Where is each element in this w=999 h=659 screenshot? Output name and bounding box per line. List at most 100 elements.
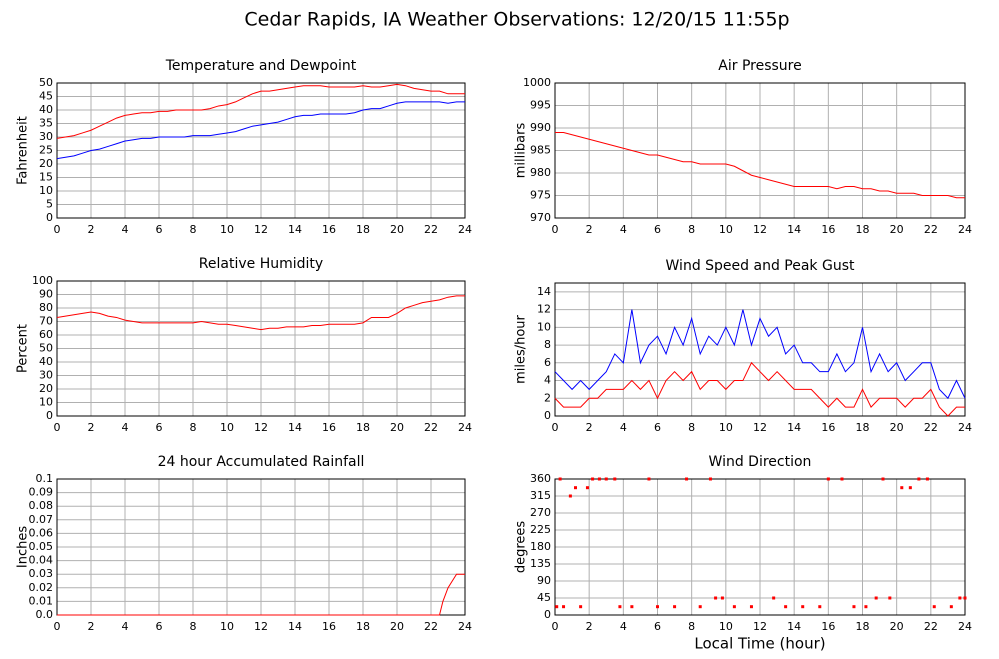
- y-tick-label: 0.03: [29, 567, 54, 580]
- x-tick-label: 20: [390, 421, 404, 434]
- y-tick-label: 20: [39, 157, 53, 170]
- data-point: [656, 605, 659, 609]
- y-tick-label: 12: [537, 303, 551, 316]
- y-axis-label: millibars: [514, 123, 529, 179]
- y-tick-label: 180: [530, 540, 551, 553]
- x-tick-label: 8: [688, 620, 695, 633]
- y-tick-label: 1000: [523, 76, 551, 89]
- data-point: [698, 605, 702, 609]
- x-tick-label: 0: [54, 421, 61, 434]
- y-tick-label: 70: [39, 315, 53, 328]
- panel: Wind Speed and Peak Gustmiles/hour024681…: [514, 258, 973, 434]
- x-tick-label: 14: [787, 620, 801, 633]
- x-tick-label: 24: [458, 620, 472, 633]
- x-tick-label: 4: [122, 421, 129, 434]
- y-tick-label: 985: [530, 144, 551, 157]
- x-tick-label: 6: [156, 421, 163, 434]
- data-line: [57, 573, 465, 616]
- y-tick-label: 0.0: [36, 608, 54, 621]
- x-tick-label: 24: [958, 620, 972, 633]
- x-tick-label: 22: [924, 223, 938, 236]
- x-tick-label: 14: [288, 620, 302, 633]
- panel-title: Wind Speed and Peak Gust: [666, 258, 855, 274]
- y-tick-label: 90: [39, 288, 53, 301]
- x-tick-label: 2: [88, 620, 95, 633]
- x-tick-label: 24: [458, 421, 472, 434]
- x-tick-label: 2: [88, 223, 95, 236]
- x-tick-label: 20: [890, 223, 904, 236]
- x-tick-label: 8: [190, 421, 197, 434]
- data-line: [56, 295, 465, 331]
- plot-frame: [56, 280, 466, 417]
- y-tick-label: 45: [39, 90, 53, 103]
- data-point: [673, 605, 677, 609]
- y-tick-label: 90: [537, 574, 551, 587]
- data-point: [749, 605, 753, 609]
- y-tick-label: 20: [39, 382, 53, 395]
- plot-frame: [554, 282, 966, 417]
- x-tick-label: 22: [924, 421, 938, 434]
- data-point: [840, 477, 844, 481]
- data-point: [714, 596, 718, 600]
- x-tick-label: 12: [753, 620, 767, 633]
- x-tick-label: 16: [821, 223, 835, 236]
- x-tick-label: 10: [719, 620, 733, 633]
- y-tick-label: 0.04: [29, 554, 54, 567]
- data-point: [574, 486, 577, 490]
- panel: Temperature and DewpointFahrenheit051015…: [16, 58, 473, 236]
- y-tick-label: 10: [39, 396, 53, 409]
- y-axis-label: Fahrenheit: [16, 116, 31, 185]
- x-tick-label: 18: [356, 421, 370, 434]
- x-tick-label: 12: [254, 223, 268, 236]
- y-axis-label: degrees: [514, 521, 529, 574]
- x-tick-label: 10: [719, 223, 733, 236]
- y-tick-label: 30: [39, 369, 53, 382]
- x-tick-label: 10: [220, 620, 234, 633]
- y-tick-label: 0: [46, 211, 53, 224]
- x-tick-label: 22: [424, 620, 438, 633]
- data-point: [864, 605, 868, 609]
- x-axis-label: Local Time (hour): [694, 635, 825, 653]
- x-tick-label: 16: [322, 223, 336, 236]
- y-tick-label: 0: [544, 409, 551, 422]
- y-tick-label: 980: [530, 166, 551, 179]
- y-tick-label: 0.07: [29, 513, 54, 526]
- y-tick-label: 50: [39, 342, 53, 355]
- x-tick-label: 4: [620, 620, 627, 633]
- data-point: [555, 605, 559, 609]
- x-tick-label: 2: [586, 620, 593, 633]
- data-line: [554, 361, 965, 417]
- y-tick-label: 0.08: [29, 499, 54, 512]
- data-point: [708, 477, 712, 481]
- x-tick-label: 6: [654, 223, 661, 236]
- data-point: [888, 596, 892, 600]
- x-tick-label: 2: [586, 421, 593, 434]
- data-point: [720, 596, 724, 600]
- x-tick-label: 16: [322, 421, 336, 434]
- data-point: [852, 605, 856, 609]
- data-point: [958, 596, 962, 600]
- x-tick-label: 16: [322, 620, 336, 633]
- x-tick-label: 8: [688, 421, 695, 434]
- y-tick-label: 315: [530, 489, 551, 502]
- data-point: [613, 477, 617, 481]
- data-point: [558, 477, 562, 481]
- x-tick-label: 14: [288, 421, 302, 434]
- data-point: [585, 486, 589, 490]
- data-point: [818, 605, 822, 609]
- x-tick-label: 2: [88, 421, 95, 434]
- data-point: [949, 605, 953, 609]
- y-tick-label: 14: [537, 285, 551, 298]
- y-tick-label: 0: [46, 409, 53, 422]
- data-point: [604, 477, 608, 481]
- y-tick-label: 40: [39, 103, 53, 116]
- x-tick-label: 12: [753, 223, 767, 236]
- x-tick-label: 8: [190, 620, 197, 633]
- y-tick-label: 270: [530, 506, 551, 519]
- x-tick-label: 10: [719, 421, 733, 434]
- x-tick-label: 16: [821, 620, 835, 633]
- x-tick-label: 22: [424, 421, 438, 434]
- data-point: [568, 494, 572, 498]
- y-tick-label: 0.01: [29, 594, 54, 607]
